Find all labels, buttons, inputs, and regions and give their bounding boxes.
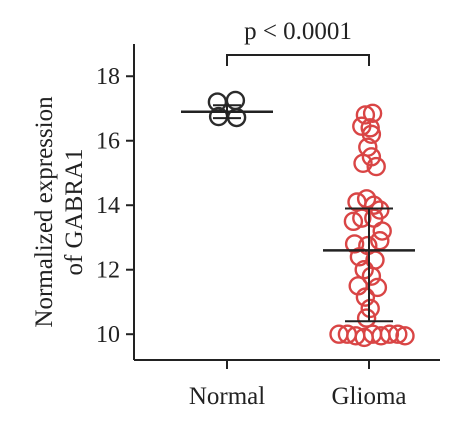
data-point xyxy=(361,124,382,144)
y-axis-title-line2: of GABRA1 xyxy=(61,148,88,275)
data-point xyxy=(343,211,364,232)
data-point xyxy=(344,234,365,254)
data-point xyxy=(353,153,373,174)
series-glioma xyxy=(323,103,415,348)
data-point xyxy=(364,195,384,215)
data-point xyxy=(356,308,377,328)
data-point xyxy=(355,287,376,307)
significance-bracket xyxy=(226,54,370,66)
significance-label: p < 0.0001 xyxy=(244,18,352,45)
data-point xyxy=(360,118,380,138)
y-tick-label: 14 xyxy=(96,193,120,219)
y-tick-label: 12 xyxy=(96,258,120,284)
data-point xyxy=(225,90,246,111)
x-tick-label: Normal xyxy=(189,383,265,410)
data-point xyxy=(352,208,372,228)
data-point xyxy=(355,105,376,125)
y-axis-title-line1: Normalized expression xyxy=(31,96,58,328)
data-point xyxy=(360,298,380,319)
data-point xyxy=(388,324,408,344)
x-tick-label: Glioma xyxy=(332,383,407,410)
data-point xyxy=(366,156,386,177)
data-point xyxy=(361,266,382,286)
y-tick-label: 18 xyxy=(96,64,120,90)
data-point xyxy=(372,221,392,241)
data-point xyxy=(395,326,415,346)
series-normal xyxy=(181,90,273,128)
y-tick-label: 16 xyxy=(96,129,120,155)
data-point xyxy=(362,103,383,124)
data-point xyxy=(379,324,400,344)
y-tick-label: 10 xyxy=(96,322,120,348)
